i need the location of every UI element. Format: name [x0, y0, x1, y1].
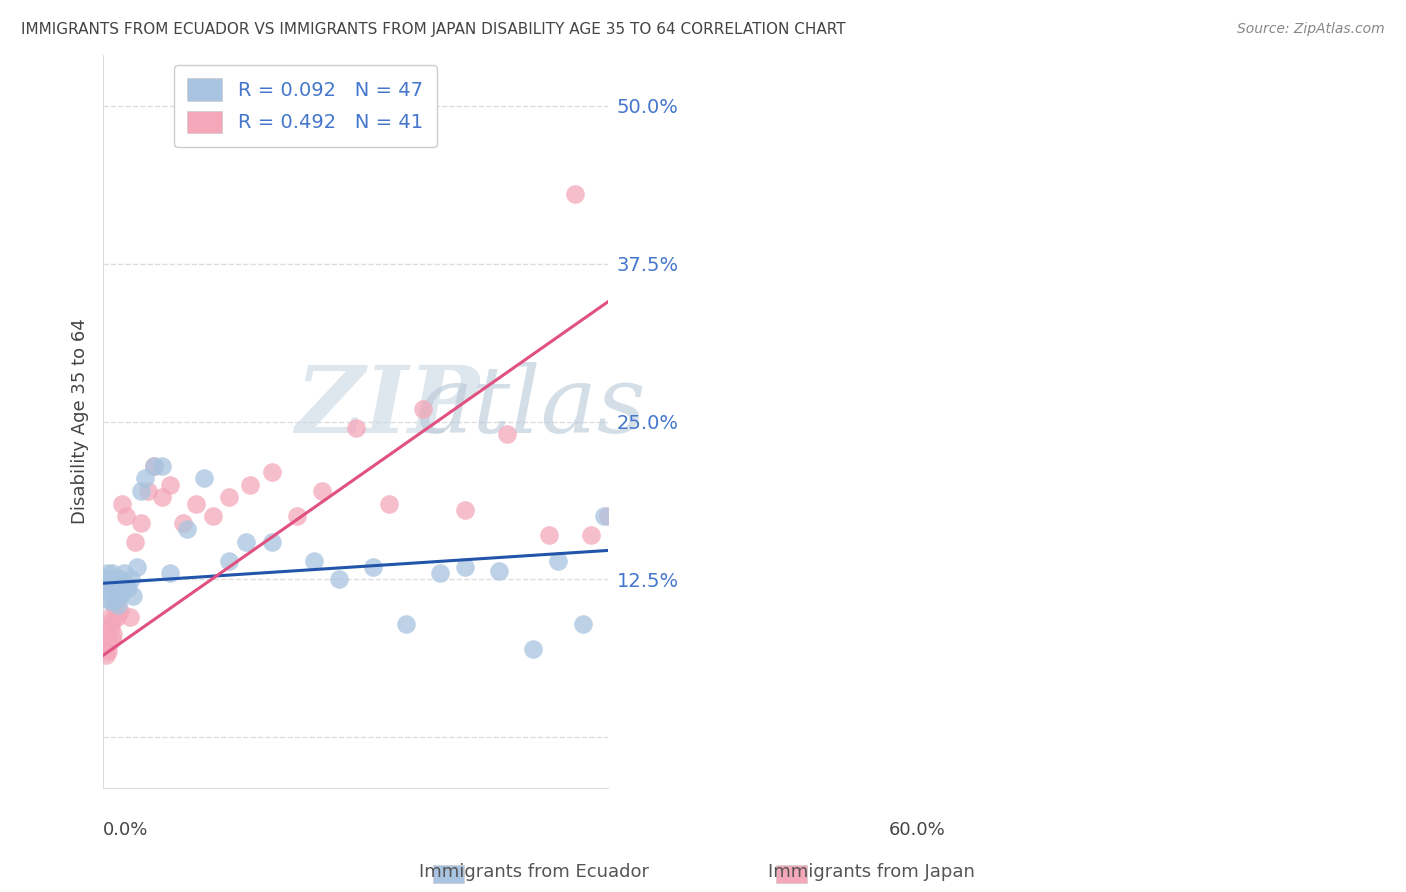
Point — [104, 594, 127, 608]
Point — [94, 573, 117, 587]
Point — [104, 576, 127, 591]
Point — [100, 585, 122, 599]
Point — [97, 644, 120, 658]
Point — [260, 534, 283, 549]
Point — [488, 564, 510, 578]
Point — [103, 589, 125, 603]
Point — [103, 598, 125, 612]
Point — [107, 582, 129, 596]
Point — [378, 497, 401, 511]
Point — [94, 623, 117, 637]
Point — [98, 635, 121, 649]
Point — [120, 573, 142, 587]
Point — [344, 421, 367, 435]
Point — [100, 579, 122, 593]
Point — [136, 483, 159, 498]
Point — [395, 616, 418, 631]
Point — [412, 401, 434, 416]
Point — [104, 585, 127, 599]
Text: Immigrants from Ecuador: Immigrants from Ecuador — [419, 863, 650, 881]
Point — [111, 585, 134, 599]
Point — [115, 509, 138, 524]
Point — [218, 553, 240, 567]
Point — [496, 427, 519, 442]
Point — [134, 471, 156, 485]
Point — [159, 477, 181, 491]
Point — [125, 559, 148, 574]
Point — [260, 465, 283, 479]
Point — [117, 582, 139, 596]
Point — [564, 187, 586, 202]
Point — [598, 509, 620, 524]
Point — [96, 632, 118, 646]
Point — [361, 559, 384, 574]
Text: atlas: atlas — [416, 362, 645, 452]
Point — [112, 566, 135, 581]
Point — [115, 579, 138, 593]
Point — [107, 610, 129, 624]
Point — [142, 458, 165, 473]
Point — [98, 610, 121, 624]
Point — [101, 573, 124, 587]
Y-axis label: Disability Age 35 to 64: Disability Age 35 to 64 — [72, 318, 89, 524]
Point — [302, 553, 325, 567]
Point — [429, 566, 451, 581]
Point — [111, 497, 134, 511]
Point — [235, 534, 257, 549]
Point — [239, 477, 262, 491]
Point — [201, 509, 224, 524]
Point — [129, 483, 152, 498]
Point — [547, 553, 569, 567]
Point — [124, 534, 146, 549]
Text: 60.0%: 60.0% — [889, 821, 945, 839]
Text: ZIP: ZIP — [295, 362, 479, 452]
Point — [150, 491, 173, 505]
Point — [120, 610, 142, 624]
Point — [98, 594, 121, 608]
Point — [96, 566, 118, 581]
Point — [108, 604, 131, 618]
Point — [193, 471, 215, 485]
Point — [96, 582, 118, 596]
Point — [311, 483, 333, 498]
Point — [159, 566, 181, 581]
Point — [97, 591, 120, 606]
Point — [103, 582, 125, 596]
Point — [150, 458, 173, 473]
Point — [100, 619, 122, 633]
Point — [103, 627, 125, 641]
Point — [218, 491, 240, 505]
Point — [122, 589, 145, 603]
Point — [108, 589, 131, 603]
Point — [176, 522, 198, 536]
Point — [454, 559, 477, 574]
Text: Immigrants from Japan: Immigrants from Japan — [768, 863, 976, 881]
Point — [328, 573, 350, 587]
Point — [96, 648, 118, 663]
Point — [285, 509, 308, 524]
Point — [105, 585, 128, 599]
Point — [593, 509, 616, 524]
Point — [172, 516, 194, 530]
Point — [107, 598, 129, 612]
Point — [454, 503, 477, 517]
Point — [101, 614, 124, 628]
Point — [94, 640, 117, 654]
Point — [100, 632, 122, 646]
Point — [538, 528, 561, 542]
Point — [142, 458, 165, 473]
Point — [184, 497, 207, 511]
Point — [572, 616, 595, 631]
Legend: R = 0.092   N = 47, R = 0.492   N = 41: R = 0.092 N = 47, R = 0.492 N = 41 — [174, 65, 437, 146]
Text: Source: ZipAtlas.com: Source: ZipAtlas.com — [1237, 22, 1385, 37]
Point — [581, 528, 603, 542]
Point — [100, 566, 122, 581]
Text: IMMIGRANTS FROM ECUADOR VS IMMIGRANTS FROM JAPAN DISABILITY AGE 35 TO 64 CORRELA: IMMIGRANTS FROM ECUADOR VS IMMIGRANTS FR… — [21, 22, 846, 37]
Point — [108, 573, 131, 587]
Point — [522, 642, 544, 657]
Text: 0.0%: 0.0% — [103, 821, 149, 839]
Point — [129, 516, 152, 530]
Point — [98, 576, 121, 591]
